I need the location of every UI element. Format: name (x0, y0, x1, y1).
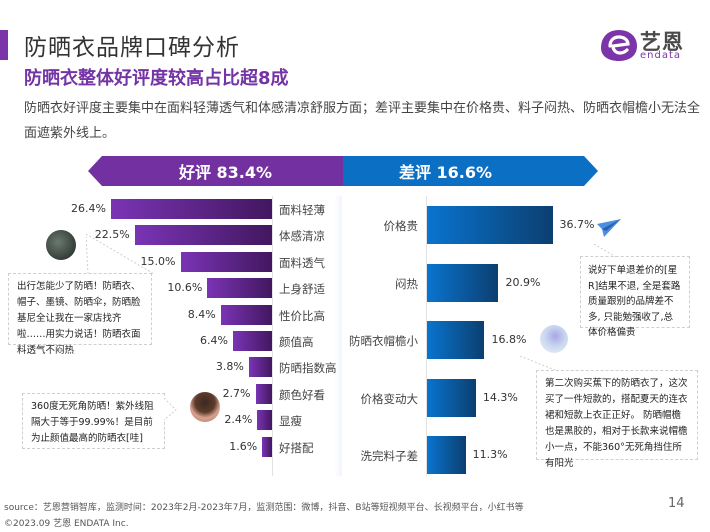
positive-bar-value: 10.6% (167, 281, 203, 295)
positive-bar-label: 颜色好看 (279, 387, 325, 402)
negative-banner: 差评 16.6% (343, 156, 598, 186)
user-avatar-dark (46, 230, 76, 260)
positive-bar (110, 199, 272, 219)
comment-text: 360度无死角防晒！紫外线阻隔大于等于99.99%！是目前为止颜值最高的防晒衣[… (31, 401, 154, 444)
logo-text-en: endata (640, 50, 682, 61)
negative-bar-value: 16.8% (491, 333, 527, 346)
positive-banner-title: 好评 83.4% (178, 163, 273, 182)
paper-plane-icon (597, 219, 621, 237)
positive-bar-value: 1.6% (229, 439, 258, 453)
negative-bar-label: 闷热 (395, 276, 418, 291)
negative-chart-axis (426, 196, 427, 476)
endata-logo: 艺恩 endata (600, 28, 692, 64)
negative-bar-value: 20.9% (505, 275, 541, 289)
positive-bar-label: 面料轻薄 (279, 203, 325, 217)
positive-bar-label: 显瘦 (279, 414, 302, 429)
positive-bar-value: 15.0% (140, 254, 176, 268)
positive-bar-value: 2.7% (222, 386, 251, 400)
positive-bar-value: 3.8% (215, 360, 244, 374)
positive-bar (207, 278, 272, 299)
user-avatar-anime (540, 325, 568, 353)
positive-bar (232, 331, 272, 351)
title-accent-bar (0, 30, 8, 60)
source-note: source：艺恩营销智库，监测时间：2023年2月-2023年7月，监测范围：… (4, 503, 524, 513)
positive-bar-label: 性价比高 (279, 308, 325, 323)
positive-bar (220, 304, 272, 325)
user-avatar-woman (190, 392, 220, 422)
positive-bar-value: 8.4% (187, 307, 216, 321)
page-description: 防晒衣好评度主要集中在面料轻薄透气和体感清凉舒服方面；差评主要集中在价格贵、料子… (24, 101, 701, 141)
negative-bar-value: 36.7% (559, 218, 595, 231)
comment-bubble-3: 说好下单退差价的[星R]结果不退, 全是套路质量跟别的品牌差不多, 只能勉强收了… (580, 256, 690, 338)
positive-bar (255, 383, 272, 404)
negative-banner-title: 差评 16.6% (398, 163, 493, 182)
comment-bubble-2: 360度无死角防晒！紫外线阻隔大于等于99.99%！是目前为止颜值最高的防晒衣[… (22, 393, 165, 449)
panel-divider-shade (334, 196, 342, 476)
negative-bar (427, 378, 476, 417)
comment-text: 说好下单退差价的[星R]结果不退, 全是套路质量跟别的品牌差不多, 只能勉强收了… (588, 265, 681, 338)
negative-bar-label: 防晒衣帽檐小 (349, 334, 418, 348)
page-number: 14 (668, 496, 685, 511)
positive-bar-value: 22.5% (94, 228, 130, 242)
positive-chart-axis (272, 196, 273, 476)
positive-banner: 好评 83.4% (88, 156, 343, 186)
bubble-pointer (164, 398, 177, 421)
positive-bar-label: 上身舒适 (279, 282, 325, 297)
positive-bar-label: 体感清凉 (279, 229, 325, 244)
logo-text-cn: 艺恩 (640, 30, 684, 54)
positive-bar-value: 26.4% (71, 202, 106, 215)
positive-bar-label: 好搭配 (279, 440, 314, 455)
copyright-note: ©2023.09 艺恩 ENDATA Inc. (4, 519, 129, 529)
positive-bar (134, 225, 272, 246)
positive-bar (248, 357, 272, 378)
negative-bar-label: 价格贵 (383, 219, 419, 233)
positive-bar (180, 251, 272, 272)
comment-text: 第二次购买蕉下的防晒衣了，这次买了一件短款的，搭配夏天的连衣裙和短款上衣正正好。… (545, 378, 688, 469)
negative-bar (427, 321, 485, 359)
positive-bar (257, 410, 272, 431)
page-title: 防晒衣品牌口碑分析 (24, 35, 240, 61)
negative-bar-value: 14.3% (482, 390, 518, 404)
positive-bar-label: 颜值高 (279, 335, 314, 349)
negative-bar (427, 263, 499, 302)
positive-bar-label: 面料透气 (279, 255, 325, 270)
negative-bar (427, 436, 466, 474)
negative-bar-label: 价格变动大 (360, 391, 419, 406)
page-subtitle: 防晒衣整体好评度较高占比超8成 (24, 68, 289, 89)
bubble-pointer (594, 244, 617, 258)
bubble-pointer (86, 234, 155, 275)
negative-bar-value: 11.3% (472, 448, 508, 461)
negative-bar-label: 洗完料子差 (360, 449, 419, 463)
comment-text: 出行怎能少了防晒！防晒衣、帽子、墨镜、防晒伞，防晒脸基尼全让我在一家店找齐啦……… (17, 281, 141, 356)
comment-bubble-4: 第二次购买蕉下的防晒衣了，这次买了一件短款的，搭配夏天的连衣裙和短款上衣正正好。… (536, 370, 698, 469)
endata-e-logo-icon (601, 30, 637, 61)
comment-bubble-1: 出行怎能少了防晒！防晒衣、帽子、墨镜、防晒伞，防晒脸基尼全让我在一家店找齐啦……… (8, 273, 152, 356)
positive-bar-value: 6.4% (200, 334, 228, 347)
negative-bar (427, 206, 553, 244)
positive-bar-value: 2.4% (224, 413, 253, 427)
positive-bar (262, 436, 272, 457)
positive-bar-label: 防晒指数高 (279, 361, 337, 376)
